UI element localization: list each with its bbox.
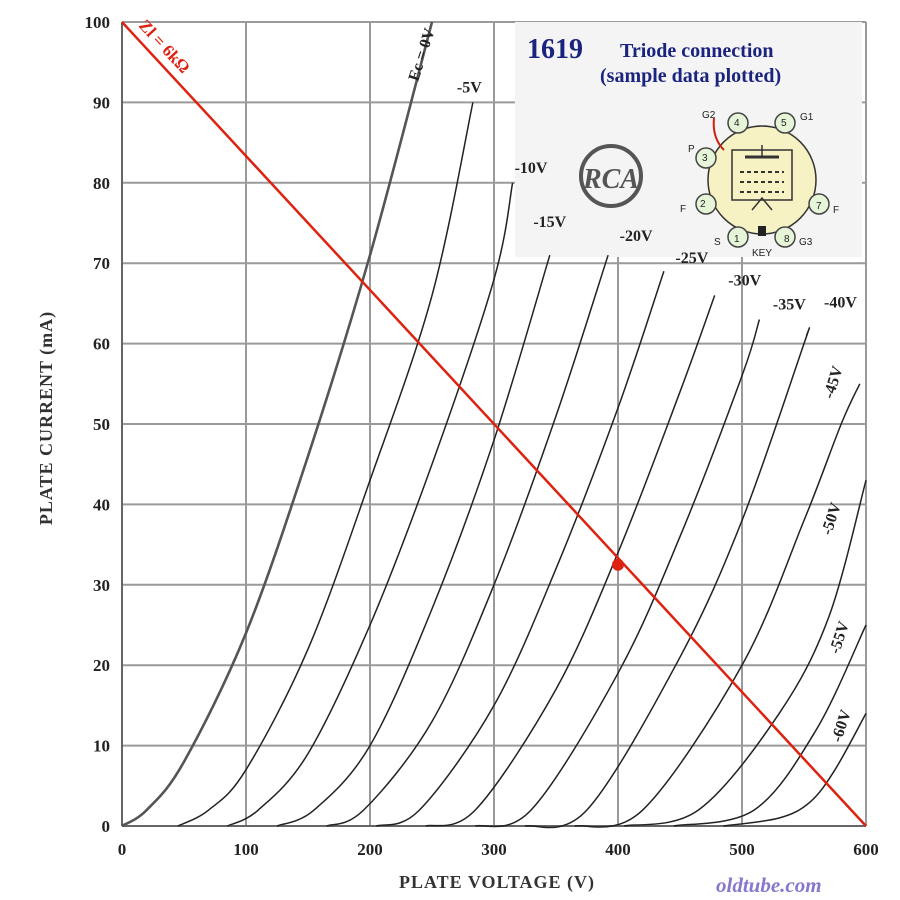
x-axis-title: PLATE VOLTAGE (V): [399, 872, 595, 893]
plate-curve: [574, 383, 861, 828]
pin-label-8: 8: [784, 234, 790, 245]
pin-label-2: 2: [700, 199, 706, 210]
x-tick-label: 100: [233, 840, 259, 859]
y-tick-label: 30: [93, 576, 110, 595]
y-tick-label: 70: [93, 254, 110, 273]
key-marker: [758, 226, 766, 236]
plate-curve: [524, 327, 811, 829]
pin-circle: [695, 193, 717, 215]
pin-label-5: 5: [781, 118, 787, 129]
pin-label-key: KEY: [752, 248, 772, 259]
chart-subtitle-line1: Triode connection: [620, 40, 774, 62]
curve-label: -55V: [827, 619, 853, 656]
pin-label-1: 1: [734, 234, 740, 245]
curve-label: -25V: [675, 250, 708, 267]
curve-label: -10V: [515, 160, 548, 177]
chart-title: 1619: [527, 34, 583, 65]
tube-pinout-icon: G2 4 5 G1 P 3 F 2 7 F S 1 8 G3 KEY: [680, 110, 839, 259]
x-tick-label: 500: [729, 840, 755, 859]
plate-curve: [177, 102, 474, 827]
plate-curves: [121, 21, 867, 829]
pin-label-s: S: [714, 237, 721, 248]
rca-logo: RCA: [579, 144, 643, 208]
plate-curve: [624, 480, 867, 827]
plate-curve: [723, 713, 867, 827]
pin-circle: [774, 112, 796, 134]
pin-label-7: 7: [816, 201, 822, 212]
curve-label: -15V: [533, 214, 566, 231]
chart-subtitle-line2: (sample data plotted): [600, 65, 781, 87]
plate-curve: [227, 182, 514, 827]
y-tick-label: 50: [93, 415, 110, 434]
curve-label: -30V: [728, 272, 761, 289]
operating-point: [612, 558, 624, 571]
tick-labels: 0 100 200 300 400 500 600 0 10 20 30 40 50 60 70 80 90 10…: [85, 13, 879, 859]
plate-curve: [375, 270, 665, 827]
plate-curve: [276, 254, 551, 827]
curve-label: -60V: [829, 707, 855, 744]
pin-circle: [727, 226, 749, 248]
y-tick-label: 0: [102, 817, 111, 836]
x-tick-label: 400: [605, 840, 631, 859]
pin-circles: [695, 112, 830, 248]
pin-circle: [774, 226, 796, 248]
pin-label-g1: G1: [800, 112, 814, 123]
plate-curve: [326, 254, 609, 827]
y-tick-label: 80: [93, 174, 110, 193]
y-tick-label: 60: [93, 335, 110, 354]
inset-background: [515, 22, 862, 257]
curve-label: -50V: [819, 500, 845, 537]
curve-label: Ec = 0V: [406, 26, 439, 83]
y-tick-label: 40: [93, 495, 110, 514]
x-tick-label: 200: [357, 840, 383, 859]
curve-label: -35V: [773, 296, 806, 313]
pin-circle: [727, 112, 749, 134]
pin-label-3: 3: [702, 153, 708, 164]
curve-label: -40V: [824, 295, 857, 312]
x-tick-label: 0: [118, 840, 127, 859]
watermark: oldtube.com: [716, 873, 822, 897]
plate-curve: [425, 295, 716, 827]
y-tick-label: 90: [93, 93, 110, 112]
rca-logo-text: RCA: [582, 164, 639, 195]
y-axis-title: PLATE CURRENT (mA): [36, 311, 57, 525]
title-inset: 1619 Triode connection (sample data plot…: [515, 22, 862, 259]
y-tick-label: 100: [85, 13, 111, 32]
pin-label-f-right: F: [833, 205, 839, 216]
y-tick-label: 20: [93, 656, 110, 675]
pin-circle: [808, 193, 830, 215]
pin-label-p: P: [688, 144, 695, 155]
curve-label: -5V: [457, 79, 482, 96]
plate-curve: [121, 21, 434, 828]
pin-label-f-left: F: [680, 204, 686, 215]
pin-circle: [695, 147, 717, 169]
x-tick-label: 300: [481, 840, 507, 859]
pin-label-4: 4: [734, 118, 740, 129]
plate-curve: [475, 319, 761, 828]
curve-label: -20V: [620, 228, 653, 245]
load-line: [121, 21, 867, 827]
pin-label-g2: G2: [702, 110, 716, 121]
plate-curve: [673, 624, 867, 827]
curve-label: -45V: [820, 364, 846, 401]
y-tick-label: 10: [93, 737, 110, 756]
pin-label-g3: G3: [799, 237, 813, 248]
x-tick-label: 600: [853, 840, 879, 859]
